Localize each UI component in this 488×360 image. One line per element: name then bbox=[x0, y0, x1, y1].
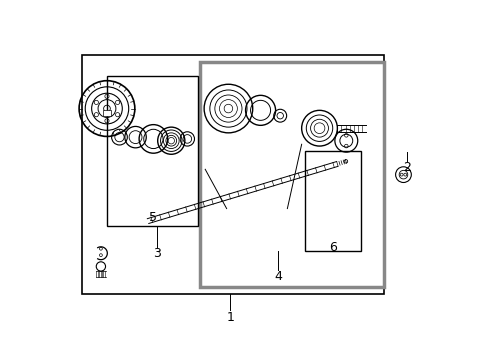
Text: 5: 5 bbox=[149, 211, 157, 224]
Bar bbox=[200, 62, 383, 287]
Text: 6: 6 bbox=[328, 241, 336, 255]
Text: 2: 2 bbox=[402, 161, 410, 174]
Text: 4: 4 bbox=[274, 270, 282, 283]
Bar bbox=[82, 55, 383, 294]
Bar bbox=[107, 76, 198, 226]
Bar bbox=[305, 152, 360, 251]
Text: 1: 1 bbox=[226, 311, 234, 324]
Bar bbox=[103, 110, 111, 116]
Text: 3: 3 bbox=[153, 247, 161, 260]
